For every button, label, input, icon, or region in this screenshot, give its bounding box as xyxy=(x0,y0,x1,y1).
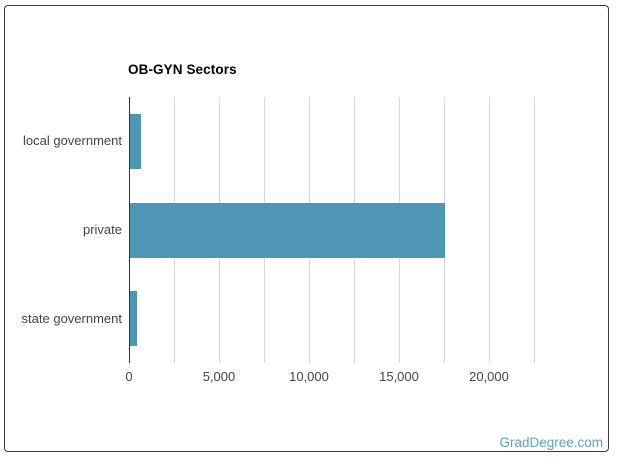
x-tick-20-000: 20,000 xyxy=(469,369,509,384)
bar-local-government[interactable] xyxy=(130,113,141,169)
category-label-state-government: state government xyxy=(21,311,122,326)
category-label-local-government: local government xyxy=(23,133,122,148)
gridline xyxy=(489,97,490,363)
watermark-link[interactable]: GradDegree.com xyxy=(499,435,603,450)
x-tick-15-000: 15,000 xyxy=(379,369,419,384)
y-axis-line xyxy=(129,97,130,363)
bar-state-government[interactable] xyxy=(130,291,138,347)
plot-area xyxy=(129,97,535,363)
gridline xyxy=(534,97,535,363)
chart-title: OB-GYN Sectors xyxy=(128,62,237,77)
category-label-private: private xyxy=(82,222,122,237)
x-tick-0: 0 xyxy=(125,369,133,384)
x-tick-10-000: 10,000 xyxy=(289,369,329,384)
bar-private[interactable] xyxy=(130,202,445,258)
x-tick-5-000: 5,000 xyxy=(202,369,236,384)
